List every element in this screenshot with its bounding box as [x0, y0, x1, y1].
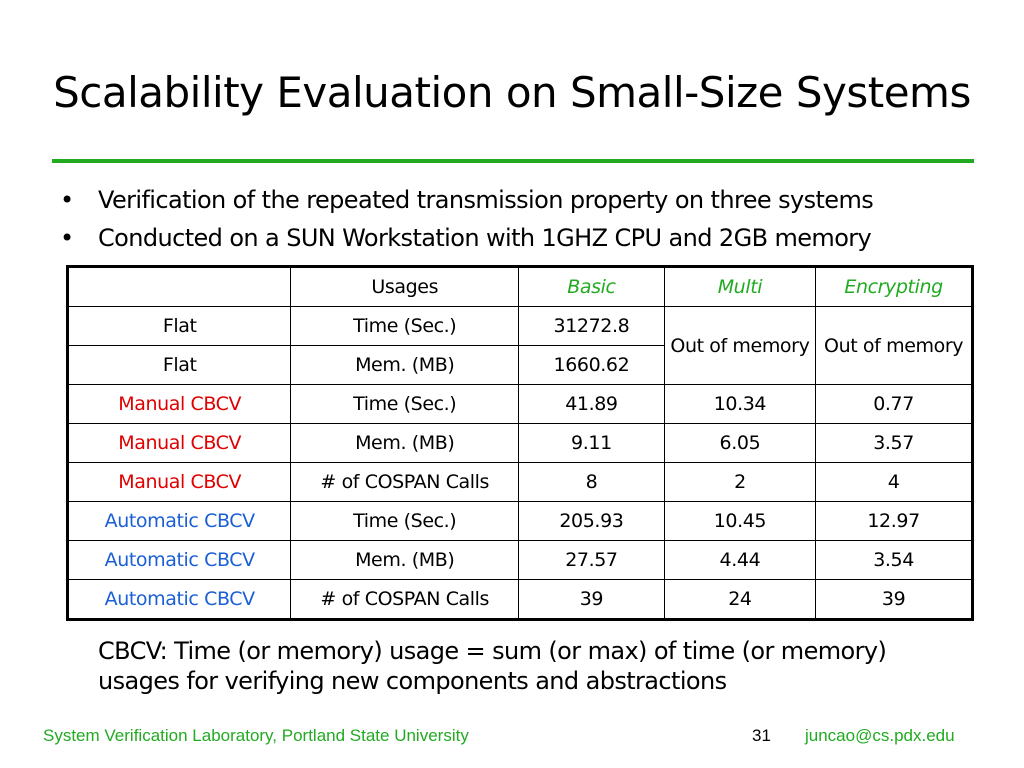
encrypting-cell: 39 — [815, 579, 973, 620]
note-line: usages for verifying new components and … — [98, 667, 727, 695]
table-row: Manual CBCV # of COSPAN Calls 8 2 4 — [66, 462, 973, 502]
basic-cell: 9.11 — [518, 423, 665, 463]
table-header-row: Usages Basic Multi Encrypting — [66, 266, 973, 307]
method-cell: Automatic CBCV — [66, 540, 292, 580]
usage-cell: # of COSPAN Calls — [290, 462, 520, 502]
bullet-list: • Verification of the repeated transmiss… — [60, 183, 980, 259]
usage-cell: # of COSPAN Calls — [290, 579, 520, 620]
multi-cell: 10.45 — [663, 501, 817, 541]
usage-cell: Mem. (MB) — [290, 345, 520, 385]
table-row: Manual CBCV Time (Sec.) 41.89 10.34 0.77 — [66, 384, 973, 424]
table-row: Automatic CBCV Mem. (MB) 27.57 4.44 3.54 — [66, 540, 973, 580]
footer-email: juncao@cs.pdx.edu — [805, 726, 955, 745]
usage-cell: Time (Sec.) — [290, 501, 520, 541]
encrypting-cell: 4 — [815, 462, 973, 502]
table-row: Manual CBCV Mem. (MB) 9.11 6.05 3.57 — [66, 423, 973, 463]
basic-cell: 41.89 — [518, 384, 665, 424]
encrypting-cell: 0.77 — [815, 384, 973, 424]
multi-out-of-memory-cell: Out of memory — [663, 306, 817, 385]
bullet-item: • Verification of the repeated transmiss… — [60, 183, 980, 221]
bullet-text: Verification of the repeated transmissio… — [98, 186, 874, 214]
bullet-icon: • — [60, 224, 74, 252]
encrypting-cell: 3.57 — [815, 423, 973, 463]
method-cell: Manual CBCV — [66, 462, 292, 502]
slide-title: Scalability Evaluation on Small-Size Sys… — [53, 68, 971, 117]
usage-cell: Mem. (MB) — [290, 540, 520, 580]
method-cell: Manual CBCV — [66, 384, 292, 424]
usage-cell: Time (Sec.) — [290, 384, 520, 424]
bullet-icon: • — [60, 186, 74, 214]
header-cell-multi: Multi — [663, 266, 817, 307]
method-cell: Flat — [66, 345, 292, 385]
basic-cell: 1660.62 — [518, 345, 665, 385]
multi-cell: 2 — [663, 462, 817, 502]
multi-cell: 6.05 — [663, 423, 817, 463]
basic-cell: 31272.8 — [518, 306, 665, 346]
bullet-text: Conducted on a SUN Workstation with 1GHZ… — [98, 224, 872, 252]
multi-cell: 24 — [663, 579, 817, 620]
method-cell: Flat — [66, 306, 292, 346]
bullet-item: • Conducted on a SUN Workstation with 1G… — [60, 221, 980, 259]
table-row: Automatic CBCV # of COSPAN Calls 39 24 3… — [66, 579, 973, 620]
table-row: Flat Time (Sec.) 31272.8 Out of memory O… — [66, 306, 973, 385]
footer-lab-name: System Verification Laboratory, Portland… — [43, 726, 469, 745]
encrypting-cell: 12.97 — [815, 501, 973, 541]
multi-cell: 4.44 — [663, 540, 817, 580]
table-row: Automatic CBCV Time (Sec.) 205.93 10.45 … — [66, 501, 973, 541]
header-cell-basic: Basic — [518, 266, 665, 307]
method-cell: Automatic CBCV — [66, 501, 292, 541]
definition-note: CBCV: Time (or memory) usage = sum (or m… — [98, 636, 988, 696]
basic-cell: 8 — [518, 462, 665, 502]
encrypting-out-of-memory-cell: Out of memory — [815, 306, 973, 385]
header-cell-usages: Usages — [290, 266, 520, 307]
multi-cell: 10.34 — [663, 384, 817, 424]
usage-cell: Time (Sec.) — [290, 306, 520, 346]
basic-cell: 39 — [518, 579, 665, 620]
basic-cell: 205.93 — [518, 501, 665, 541]
usage-cell: Mem. (MB) — [290, 423, 520, 463]
method-cell: Automatic CBCV — [66, 579, 292, 620]
results-table: Usages Basic Multi Encrypting Flat Time … — [66, 265, 974, 621]
basic-cell: 27.57 — [518, 540, 665, 580]
title-divider — [52, 159, 974, 163]
note-line: CBCV: Time (or memory) usage = sum (or m… — [98, 637, 887, 665]
table-row: Flat Mem. (MB) 1660.62 — [66, 345, 973, 385]
header-cell-empty — [66, 266, 292, 307]
method-cell: Manual CBCV — [66, 423, 292, 463]
encrypting-cell: 3.54 — [815, 540, 973, 580]
page-number: 31 — [752, 726, 771, 745]
header-cell-encrypting: Encrypting — [815, 266, 973, 307]
